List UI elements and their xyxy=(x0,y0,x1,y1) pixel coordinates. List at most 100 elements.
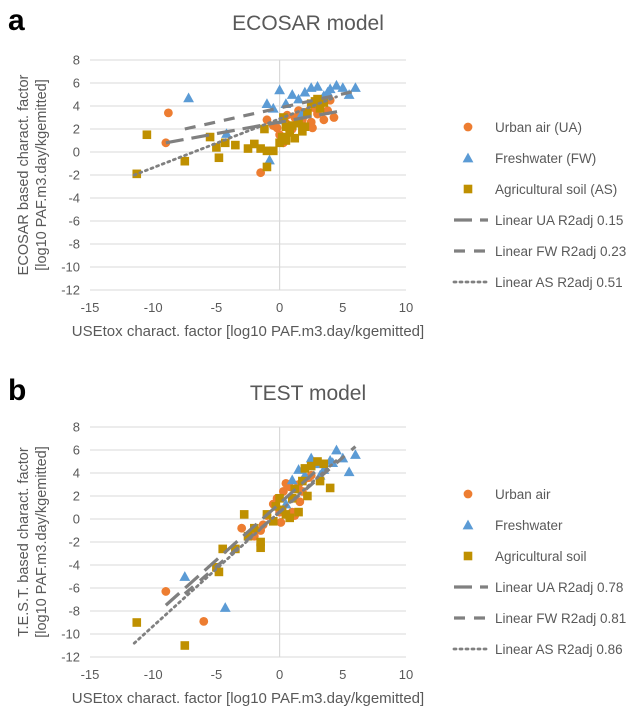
data-point xyxy=(220,138,230,148)
data-point xyxy=(183,92,194,103)
data-point xyxy=(319,459,329,469)
y-tick-label: 6 xyxy=(73,76,80,91)
data-point xyxy=(286,89,298,99)
y-tick-label: -12 xyxy=(61,650,80,665)
data-point xyxy=(262,146,272,156)
x-tick-label: 10 xyxy=(399,667,413,682)
x-tick-label: 10 xyxy=(399,300,413,315)
data-point xyxy=(275,494,284,503)
data-point xyxy=(312,81,323,91)
x-tick-label: -15 xyxy=(81,300,100,315)
y-tick-label: -2 xyxy=(68,168,80,183)
data-point xyxy=(285,128,295,137)
data-point xyxy=(250,139,259,149)
y-tick-label: 0 xyxy=(73,512,80,527)
data-point xyxy=(237,523,247,533)
legend-label: Freshwater (FW) xyxy=(495,151,596,166)
data-point xyxy=(179,571,191,581)
x-tick-label: -15 xyxy=(81,667,100,682)
data-point xyxy=(180,156,190,166)
chart-panel-a: a ECOSAR model 8 6 4 2 0 -2 -4 -6 -8 -10 -12-15 -10 -5… xyxy=(8,4,626,340)
data-point xyxy=(276,518,286,527)
data-point xyxy=(219,602,231,612)
legend-marker-freshwater xyxy=(462,152,474,163)
legend-label: Urban air (UA) xyxy=(495,120,582,135)
series-freshwater xyxy=(179,444,361,612)
y-axis-label-line: [log10 PAF.m3.day/kgemitted] xyxy=(34,446,50,638)
data-point xyxy=(331,444,342,455)
data-point xyxy=(231,140,240,150)
y-tick-label: -8 xyxy=(68,604,80,619)
data-point xyxy=(256,144,265,153)
y-tick-label: 4 xyxy=(73,99,80,114)
data-point xyxy=(286,474,298,485)
data-point xyxy=(239,510,249,519)
legend-label: Urban air xyxy=(495,487,551,502)
trendline-agricultural-soil xyxy=(132,95,338,177)
y-tick-label: 0 xyxy=(73,145,80,160)
data-point xyxy=(218,544,228,554)
data-point xyxy=(214,567,224,577)
data-point xyxy=(278,487,288,496)
data-point xyxy=(260,124,269,134)
data-point xyxy=(329,113,339,122)
data-point xyxy=(350,82,361,92)
legend-label: Linear UA R2adj 0.78 xyxy=(495,580,623,595)
legend-label: Linear AS R2adj 0.86 xyxy=(495,642,623,657)
x-tick-label: 0 xyxy=(276,667,283,682)
data-point xyxy=(279,113,288,122)
data-point xyxy=(272,123,282,133)
trendline-agricultural-soil xyxy=(132,458,338,645)
data-point xyxy=(281,122,291,131)
y-axis-label: ECOSAR based charact. factor [log10 PAF.m… xyxy=(16,74,50,275)
legend: Urban air Freshwater Agricultural soil Line… xyxy=(452,487,626,657)
legend-label: Linear UA R2adj 0.15 xyxy=(495,213,623,228)
data-point xyxy=(319,115,329,125)
data-point xyxy=(275,138,284,148)
data-point xyxy=(243,531,253,541)
data-point xyxy=(243,144,253,153)
data-point xyxy=(287,494,297,503)
x-tick-label: 5 xyxy=(339,300,346,315)
data-point xyxy=(308,123,317,133)
data-point xyxy=(161,587,171,596)
data-point xyxy=(287,121,297,130)
trendline-freshwater xyxy=(183,445,357,595)
x-tick-label: -10 xyxy=(144,667,163,682)
y-axis-label-line: T.E.S.T. based charact. factor xyxy=(16,447,32,637)
x-tick-label: -10 xyxy=(144,300,163,315)
chart-title: ECOSAR model xyxy=(232,12,384,35)
y-axis-label-line: [log10 PAF.m3.day/kgemitted] xyxy=(34,79,50,271)
panel-label: a xyxy=(8,4,25,37)
x-axis-label: USEtox charact. factor [log10 PAF.m3.day… xyxy=(72,323,424,340)
data-point xyxy=(350,449,361,459)
data-point xyxy=(295,497,305,507)
legend-marker-urban-air xyxy=(463,489,473,499)
x-tick-label: -5 xyxy=(211,300,223,315)
data-point xyxy=(285,513,295,523)
data-point xyxy=(268,146,278,156)
x-axis-label: USEtox charact. factor [log10 PAF.m3.day… xyxy=(72,690,424,707)
data-point xyxy=(212,143,221,152)
data-point xyxy=(256,543,265,553)
y-tick-label: 6 xyxy=(73,443,80,458)
data-point xyxy=(325,483,335,493)
data-point xyxy=(337,82,349,92)
x-tick-label: 5 xyxy=(339,667,346,682)
legend-label: Linear AS R2adj 0.51 xyxy=(495,275,623,290)
panel-label: b xyxy=(8,374,26,407)
legend-label: Linear FW R2adj 0.23 xyxy=(495,244,626,259)
legend-marker-agricultural-soil xyxy=(463,551,473,561)
legend-label: Agricultural soil xyxy=(495,549,587,564)
data-point xyxy=(163,108,173,118)
data-point xyxy=(205,132,215,142)
y-tick-label: -8 xyxy=(68,237,80,252)
x-tick-label: 0 xyxy=(276,300,283,315)
y-tick-label: -2 xyxy=(68,535,80,550)
data-point xyxy=(199,616,209,626)
data-point xyxy=(300,122,310,131)
data-point xyxy=(290,133,300,143)
data-point xyxy=(303,491,312,501)
data-point xyxy=(142,130,152,140)
